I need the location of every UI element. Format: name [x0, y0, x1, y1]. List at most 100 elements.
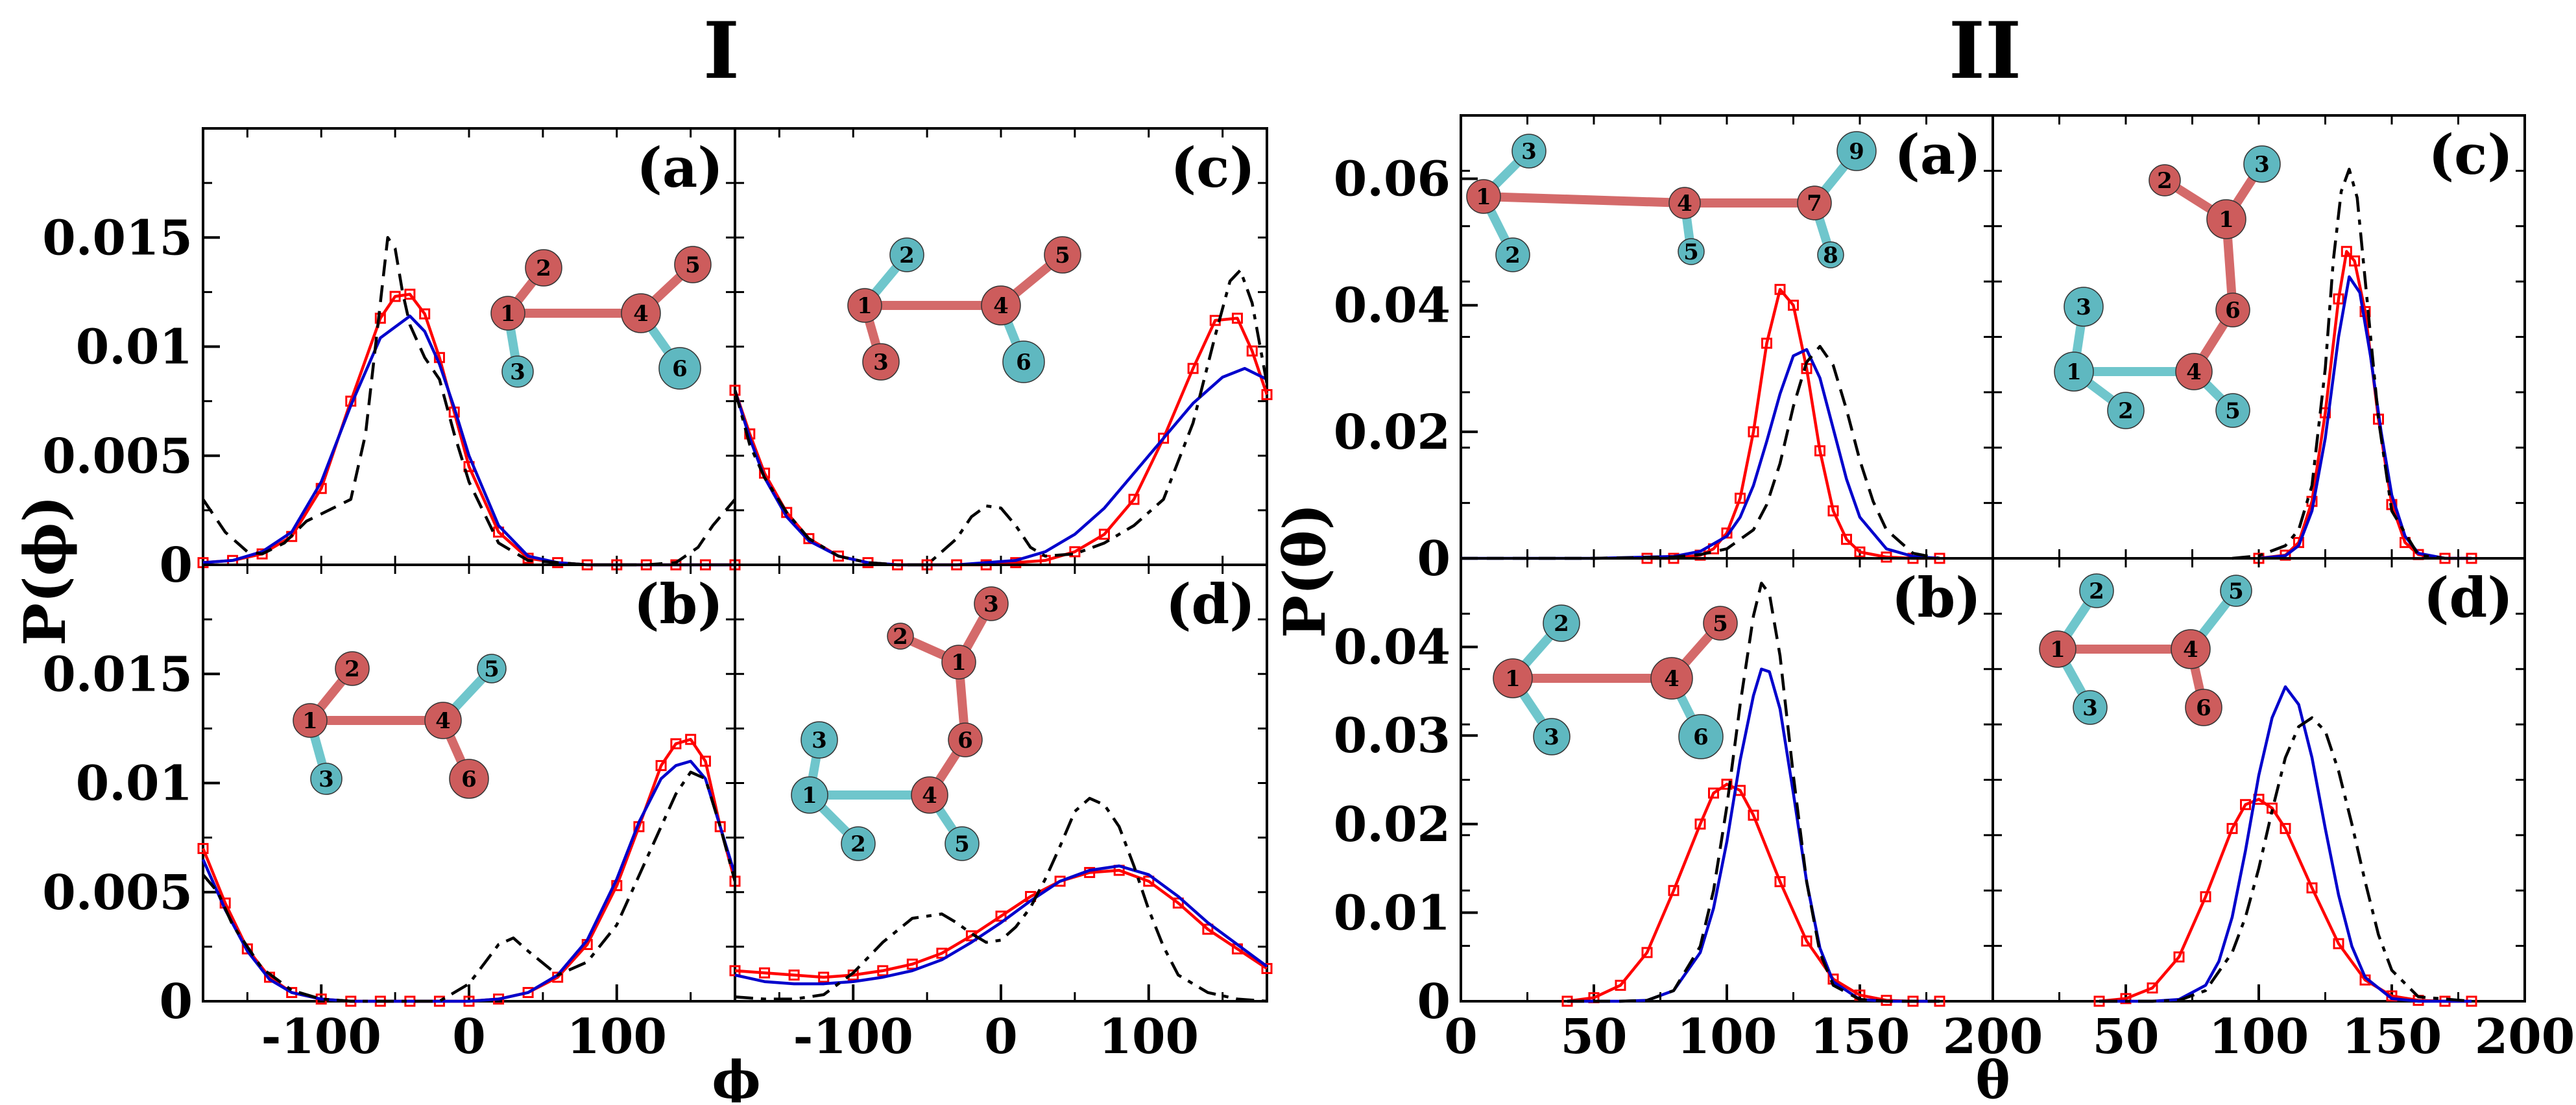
- molecule-atom-label: 1: [802, 783, 817, 809]
- data-point-red: [2226, 823, 2238, 835]
- molecule-atom-label: 4: [435, 708, 451, 734]
- x-tick-label: -100: [261, 1009, 381, 1065]
- x-tick-label: 200: [2475, 1009, 2575, 1065]
- data-point-red: [1615, 979, 1626, 991]
- molecule-atom: [1466, 179, 1501, 214]
- molecule-atom: [948, 722, 983, 757]
- series-line-black: [733, 268, 1269, 567]
- data-point-red: [877, 965, 889, 977]
- molecule-atom-label: 3: [2076, 294, 2091, 320]
- data-point-red: [1202, 923, 1214, 935]
- y-tick-label: 0: [160, 538, 193, 593]
- group-I-xlabel: ϕ: [712, 1049, 760, 1102]
- series-line-red: [1647, 288, 1940, 560]
- molecule-atom: [941, 645, 976, 680]
- panel-label: (b): [634, 572, 723, 636]
- molecule-I-a: 12 3 4 5 6: [490, 246, 712, 390]
- data-point-red: [699, 755, 711, 767]
- series-line-black: [1567, 582, 1940, 1003]
- data-point-red: [1069, 546, 1081, 558]
- x-tick-label: 100: [567, 1009, 667, 1065]
- molecule-atom-label: 3: [510, 359, 525, 385]
- y-tick-label: 0.01: [76, 320, 193, 375]
- data-point-red: [1054, 875, 1066, 887]
- molecule-atom: [1511, 134, 1547, 169]
- group-title-I: I: [703, 5, 740, 97]
- data-point-red: [1261, 963, 1273, 975]
- series-black: [202, 236, 736, 567]
- molecule-atom-label: 1: [951, 650, 967, 676]
- data-point-red: [788, 969, 800, 981]
- molecule-atom: [525, 249, 562, 287]
- series-red: [2253, 246, 2477, 564]
- molecule-II-d: 1 2 3 4 5 6: [2039, 573, 2252, 726]
- data-point-red: [2173, 951, 2185, 963]
- molecule-atom-label: 5: [2225, 398, 2241, 424]
- data-point-red: [2240, 799, 2251, 811]
- molecule-atom-label: 9: [1849, 139, 1864, 165]
- series-line-black: [202, 770, 737, 1003]
- y-tick-label: 0.03: [1334, 708, 1451, 764]
- panel-label: (a): [636, 136, 723, 200]
- data-point-red: [2200, 891, 2211, 903]
- series-line-blue: [202, 315, 735, 567]
- molecule-atom-label: 1: [302, 708, 318, 734]
- molecule-atom-label: 2: [2118, 398, 2134, 424]
- series-line-blue: [734, 864, 1268, 986]
- molecule-atom: [945, 826, 980, 861]
- data-point-red: [936, 947, 948, 959]
- molecule-atom-label: 2: [536, 255, 551, 281]
- molecule-atom-label: 4: [1677, 191, 1692, 217]
- x-tick-label: -100: [793, 1009, 913, 1065]
- x-tick-label: 0: [984, 1009, 1018, 1065]
- molecule-atom-label: 4: [922, 783, 937, 809]
- panel-II-a: 0 0.02 0.04 0.06 1 3 2 4 5 7 9 8 (a): [1334, 114, 1994, 587]
- molecule-atom: [1002, 340, 1045, 383]
- data-point-red: [1761, 337, 1772, 349]
- y-tick-label: 0.005: [42, 865, 193, 921]
- molecule-bond: [1479, 192, 1689, 208]
- data-point-red: [2349, 255, 2361, 267]
- molecule-atom: [1044, 236, 1081, 274]
- panel-I-a: 0 0.005 0.01 0.015 12 3 4 5 6 (a): [42, 127, 741, 593]
- y-tick-label: 0.015: [42, 647, 193, 702]
- molecule-atom: [2073, 690, 2108, 725]
- molecule-atom: [1668, 187, 1701, 219]
- panel-I-c: 1 2 3 4 5 6 (c): [729, 127, 1273, 571]
- molecule-I-b: 12 3 4 5 6: [293, 651, 507, 799]
- molecule-atom: [1543, 604, 1580, 642]
- molecule-atom-label: 6: [957, 728, 973, 754]
- molecule-atom-label: 6: [672, 356, 688, 382]
- molecule-atom: [841, 826, 876, 861]
- series-line-black: [2232, 167, 2446, 560]
- molecule-atom: [2064, 287, 2104, 327]
- molecule-atom-label: 4: [2183, 637, 2198, 663]
- molecule-atom-label: 2: [899, 243, 915, 268]
- data-point-red: [2306, 882, 2318, 894]
- molecule-atom: [889, 237, 924, 272]
- series-line-black: [2099, 716, 2472, 1003]
- molecule-atom-label: 3: [319, 766, 334, 792]
- molecule-atom: [658, 347, 701, 390]
- data-point-red: [906, 958, 918, 970]
- data-point-red: [2120, 993, 2132, 1004]
- y-tick-label: 0: [1417, 974, 1451, 1030]
- data-point-red: [1854, 546, 1866, 558]
- molecule-atom-label: 5: [1713, 611, 1728, 637]
- molecule-atom: [1703, 606, 1738, 641]
- molecule-atom: [1495, 237, 1530, 272]
- group-II-ylabel: P(θ): [1271, 503, 1338, 638]
- molecule-atom-label: 5: [954, 831, 970, 857]
- y-tick-label: 0.015: [42, 210, 193, 266]
- molecule-atom: [2185, 689, 2222, 726]
- series-line-red: [2258, 250, 2472, 560]
- molecule-atom: [424, 702, 462, 739]
- series-black: [2232, 167, 2446, 560]
- molecule-atom: [490, 296, 525, 331]
- data-point-red: [1748, 809, 1759, 821]
- molecule-atom: [2149, 164, 2181, 196]
- series-black: [1461, 344, 1940, 560]
- series-red: [729, 313, 1273, 571]
- molecule-atom: [2107, 392, 2145, 429]
- molecule-atom-label: 2: [893, 624, 908, 650]
